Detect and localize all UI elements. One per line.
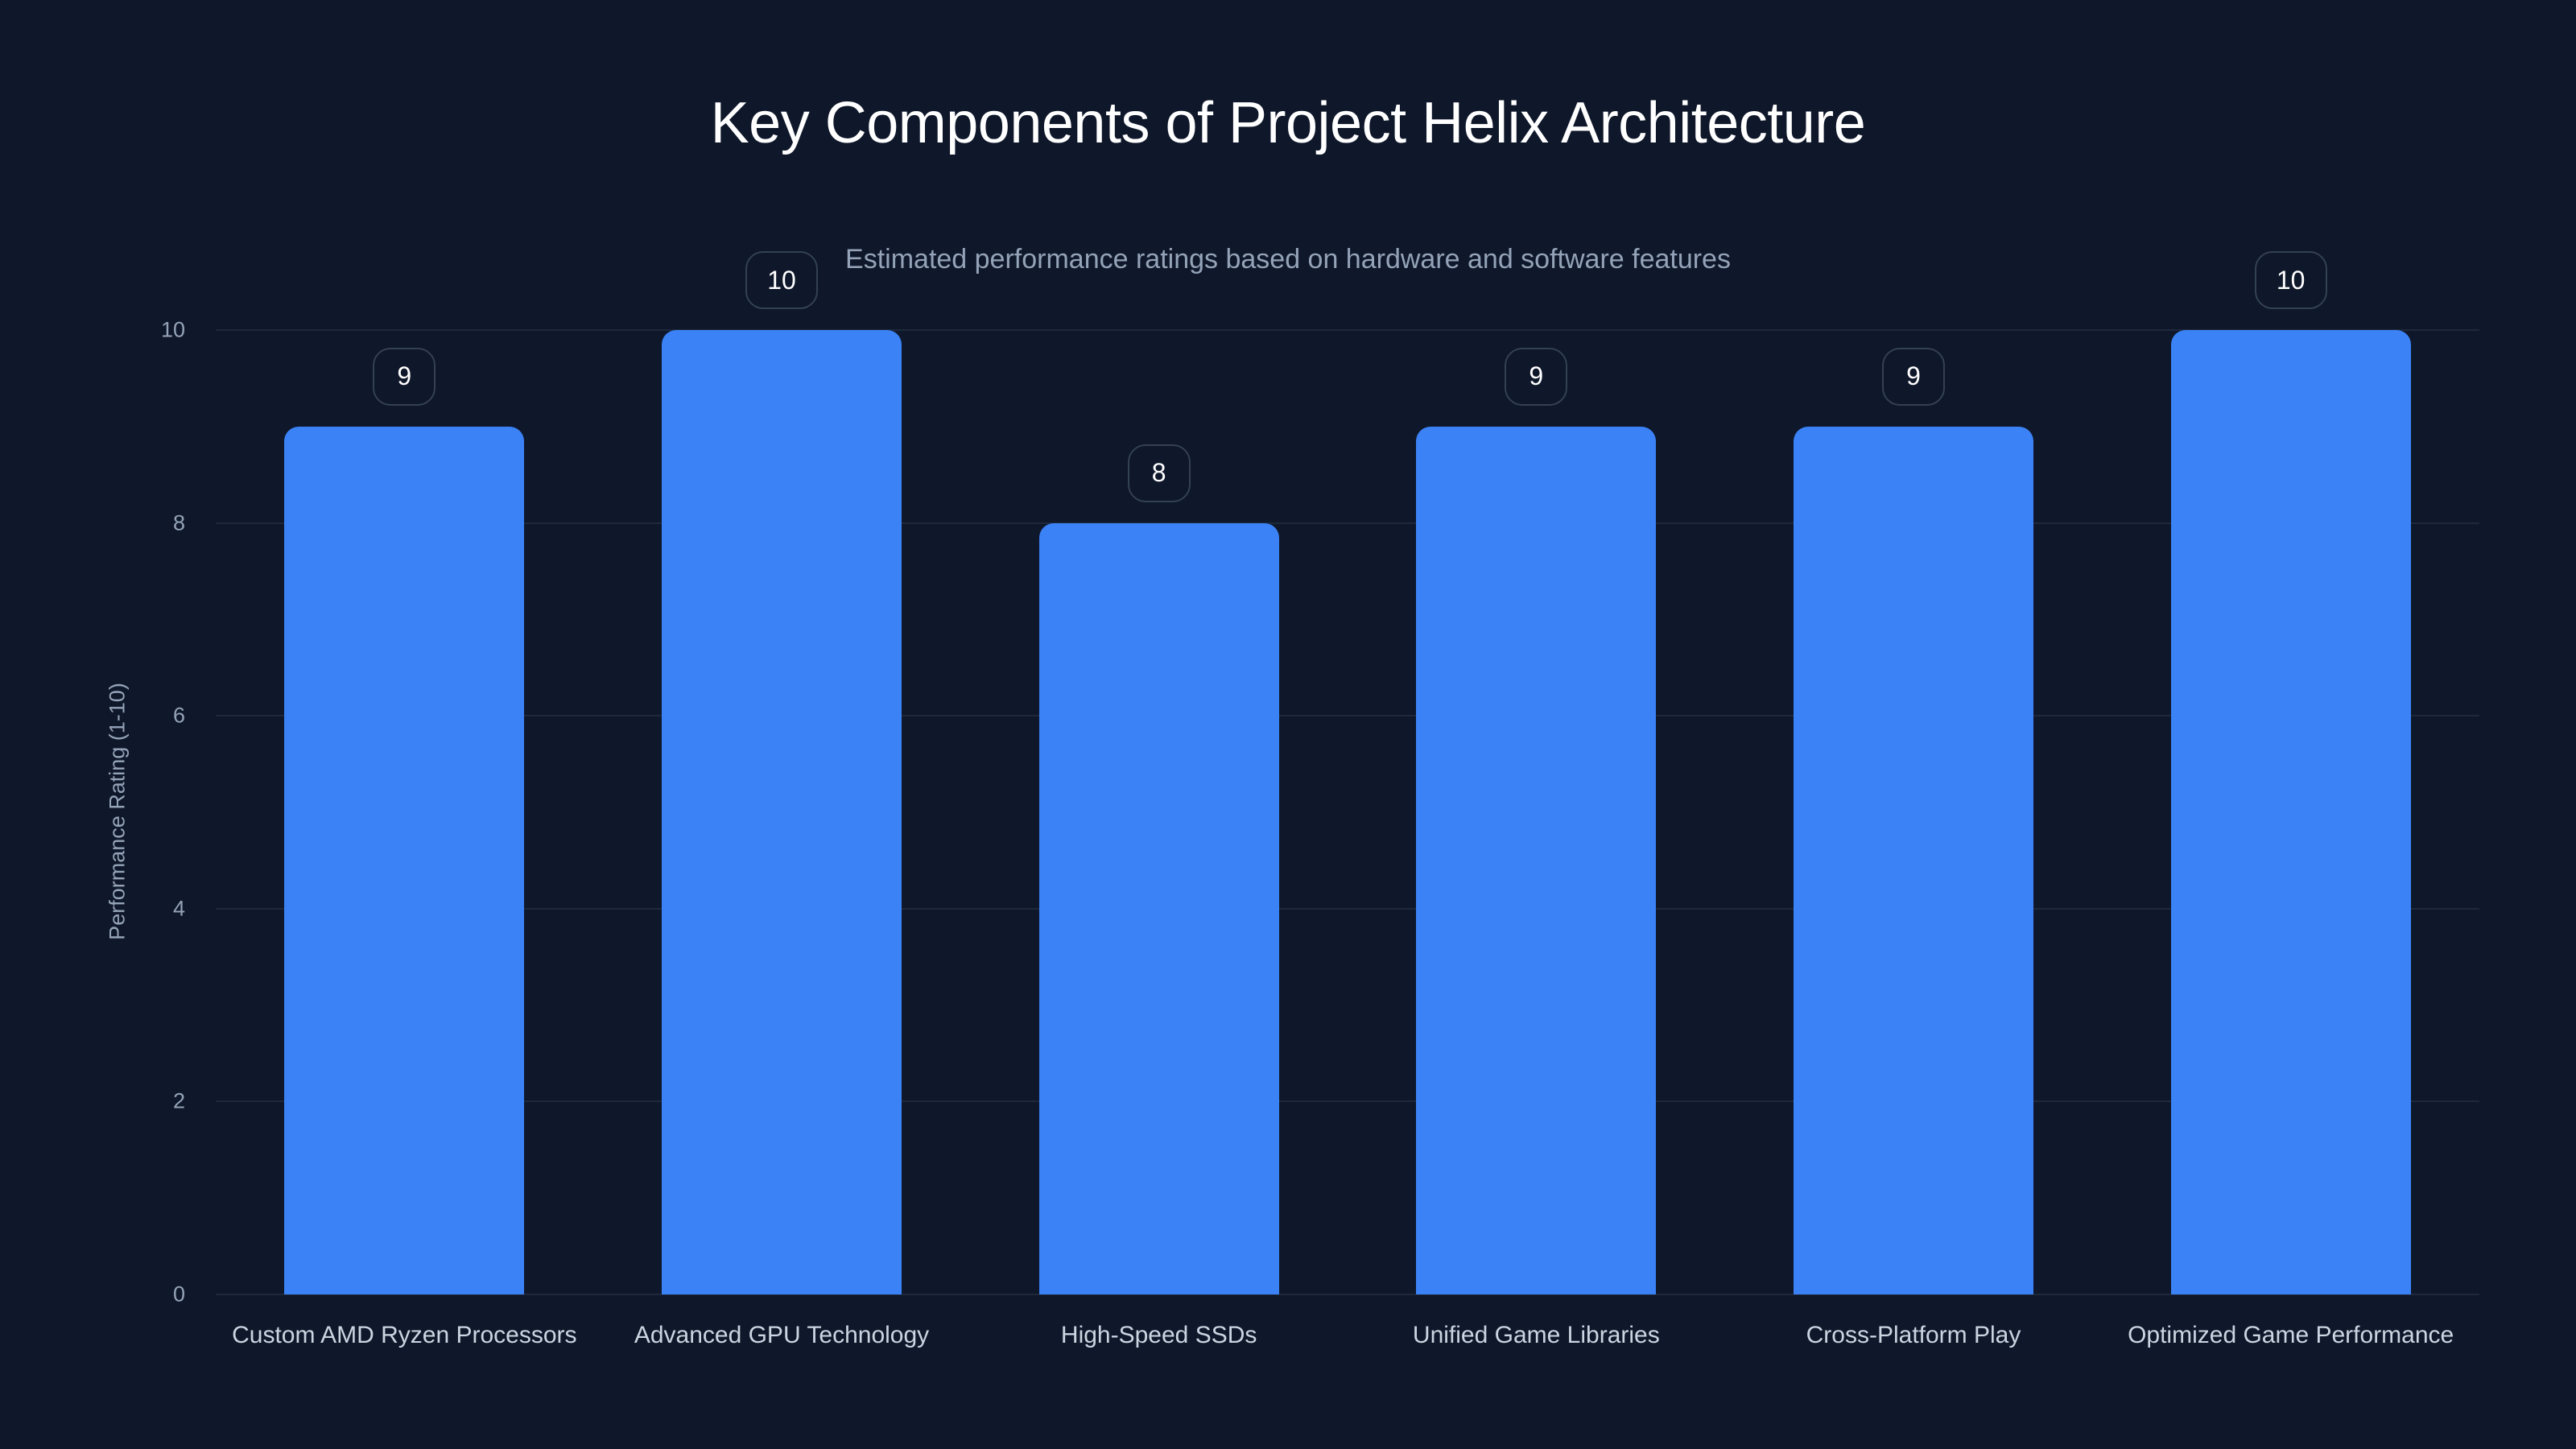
y-tick-label: 0 bbox=[172, 1282, 185, 1307]
data-label-badge: 10 bbox=[2254, 251, 2327, 309]
data-label-badge: 8 bbox=[1127, 444, 1191, 502]
y-tick-label: 4 bbox=[172, 896, 185, 921]
gridline bbox=[216, 1100, 2479, 1103]
x-tick-label: Cross-Platform Play bbox=[1806, 1322, 2021, 1348]
gridline bbox=[216, 522, 2479, 524]
bar[interactable] bbox=[662, 330, 902, 1294]
x-tick-label: Unified Game Libraries bbox=[1412, 1322, 1660, 1348]
x-tick-label: High-Speed SSDs bbox=[1060, 1322, 1257, 1348]
bar[interactable] bbox=[1416, 426, 1657, 1294]
data-label-badge: 9 bbox=[1505, 347, 1568, 406]
bar[interactable] bbox=[284, 426, 525, 1294]
plot-area: 0 2 4 6 8 10 9 10 8 9 9 10 bbox=[161, 251, 2479, 1307]
y-tick-label: 2 bbox=[172, 1088, 185, 1113]
gridline bbox=[216, 907, 2479, 910]
gridline bbox=[216, 715, 2479, 717]
y-tick-label: 6 bbox=[172, 703, 185, 728]
bar[interactable] bbox=[1794, 426, 2033, 1294]
gridline bbox=[216, 1294, 2479, 1295]
chart-title: Key Components of Project Helix Architec… bbox=[710, 91, 1866, 155]
bar[interactable] bbox=[1038, 522, 1279, 1294]
x-tick-label: Advanced GPU Technology bbox=[634, 1322, 930, 1348]
chart-subtitle: Estimated performance ratings based on h… bbox=[845, 244, 1731, 275]
y-tick-label: 10 bbox=[160, 317, 185, 342]
y-axis-label: Performance Rating (1-10) bbox=[105, 683, 130, 940]
data-label-badge: 9 bbox=[373, 347, 436, 406]
data-label-badge: 10 bbox=[745, 251, 818, 309]
x-tick-label: Custom AMD Ryzen Processors bbox=[232, 1322, 577, 1348]
y-tick-label: 8 bbox=[172, 510, 185, 535]
gridline bbox=[216, 329, 2479, 331]
bar[interactable] bbox=[2170, 330, 2411, 1294]
x-tick-label: Optimized Game Performance bbox=[2128, 1322, 2454, 1348]
data-label-badge: 9 bbox=[1882, 347, 1945, 406]
